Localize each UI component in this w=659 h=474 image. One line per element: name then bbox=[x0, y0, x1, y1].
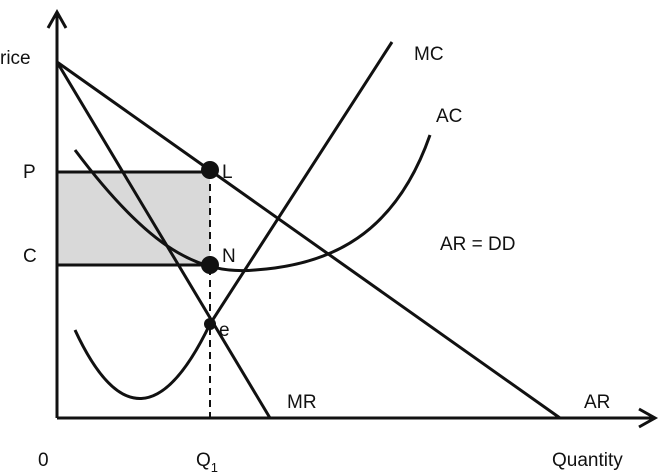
mc-label: MC bbox=[414, 44, 444, 65]
point-l-label: L bbox=[222, 162, 233, 183]
origin-label: 0 bbox=[38, 450, 49, 471]
q-subscript: 1 bbox=[211, 460, 218, 474]
ar-curve bbox=[56, 60, 561, 420]
ac-label: AC bbox=[436, 106, 462, 127]
y-axis-label: rice bbox=[0, 48, 31, 69]
point-l bbox=[201, 161, 219, 179]
point-e-label: e bbox=[219, 320, 230, 341]
point-n-label: N bbox=[222, 246, 236, 267]
mr-label: MR bbox=[287, 392, 317, 413]
mr-curve bbox=[55, 61, 272, 419]
point-e bbox=[204, 318, 216, 330]
q-label: Q1 bbox=[196, 450, 218, 474]
ac-curve bbox=[73, 134, 432, 273]
cost-label: C bbox=[23, 246, 37, 267]
mc-curve bbox=[73, 41, 394, 400]
x-axis-label: Quantity bbox=[552, 450, 623, 471]
q-main: Q bbox=[196, 450, 211, 471]
y-axis bbox=[46, 8, 68, 418]
x-axis bbox=[57, 407, 659, 429]
demand-label: AR = DD bbox=[440, 234, 516, 255]
price-label: P bbox=[23, 162, 36, 183]
ar-label: AR bbox=[584, 392, 610, 413]
point-n bbox=[201, 256, 219, 274]
